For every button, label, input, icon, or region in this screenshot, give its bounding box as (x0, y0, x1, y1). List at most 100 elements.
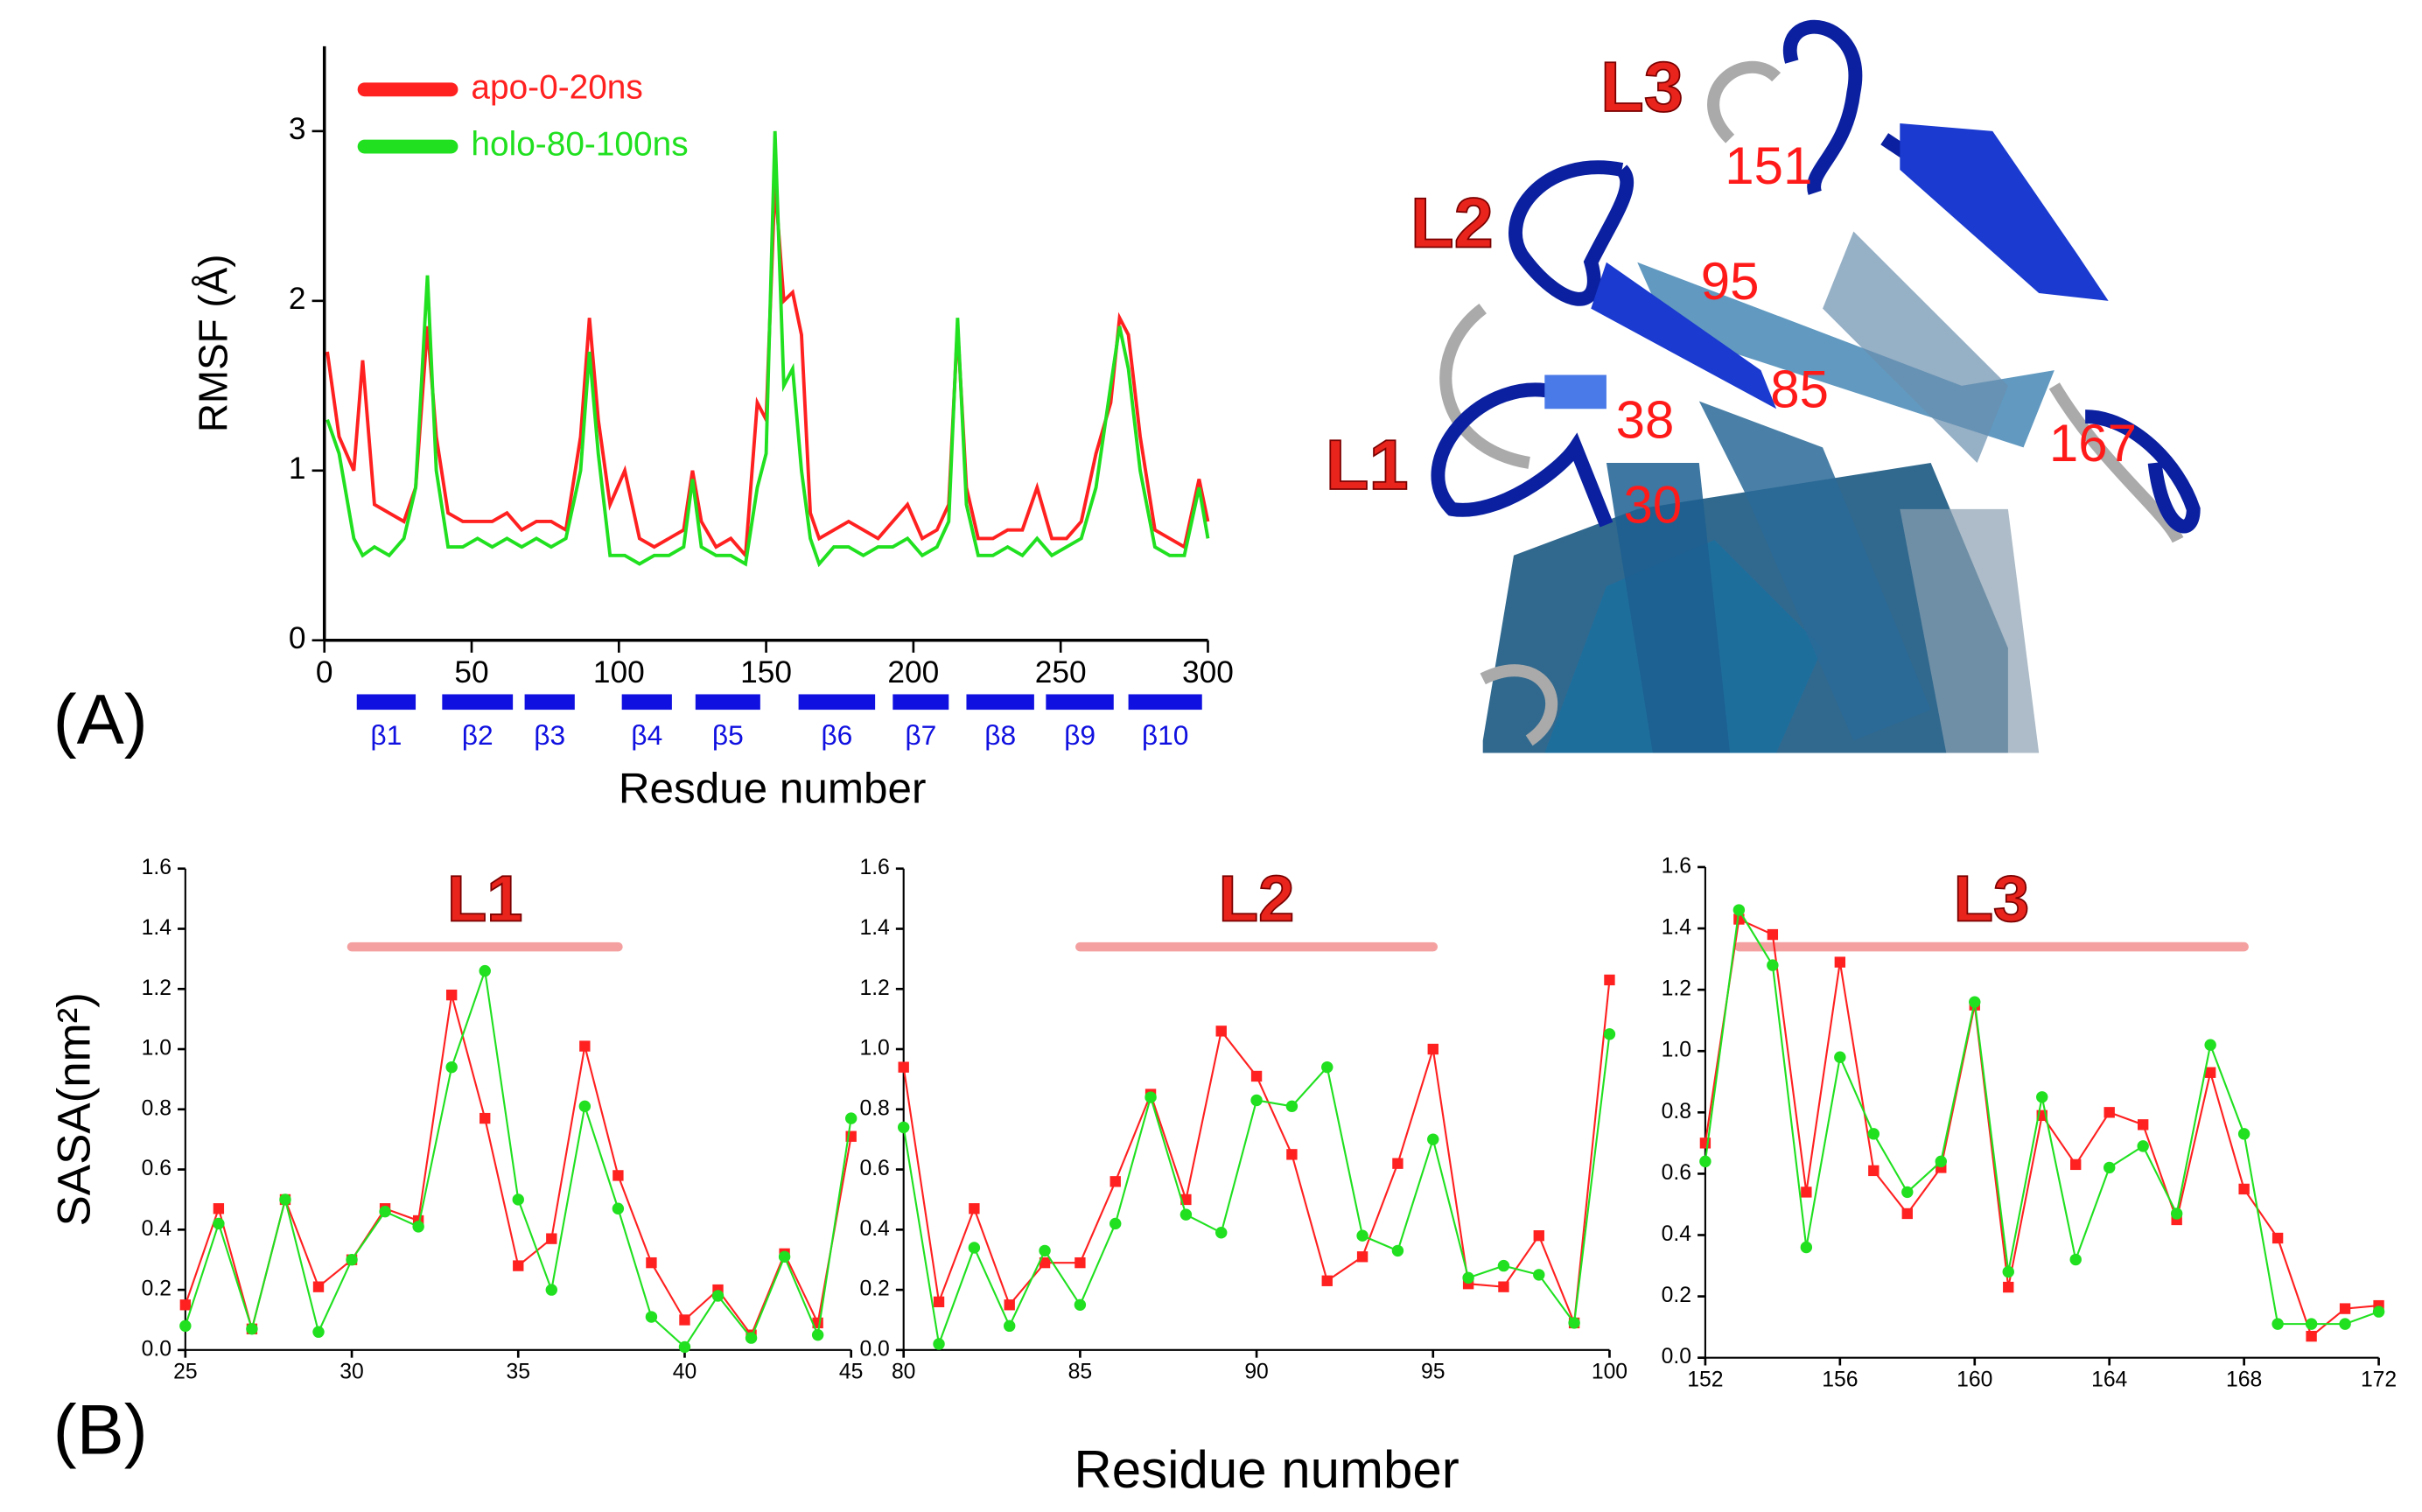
marker (1604, 974, 1615, 986)
x-tick-label: 152 (1687, 1368, 1723, 1391)
marker (2002, 1265, 2014, 1278)
y-tick-label: 1 (289, 452, 306, 486)
series-line (326, 130, 1210, 568)
marker (811, 1328, 824, 1341)
x-tick-label: 80 (892, 1360, 915, 1383)
strand-label: β3 (534, 719, 565, 751)
marker (645, 1311, 658, 1323)
y-tick-label: 1.6 (859, 856, 889, 879)
marker (2003, 1281, 2014, 1293)
strand-bar (442, 694, 514, 710)
y-tick-label: 0.0 (1662, 1345, 1691, 1368)
strand-bar (1046, 694, 1114, 710)
marker (1110, 1176, 1121, 1187)
marker (2204, 1067, 2216, 1078)
x-tick-label: 95 (1421, 1360, 1445, 1383)
panel-label: (A) (53, 681, 148, 760)
marker (213, 1217, 225, 1230)
strand-label: β6 (821, 719, 852, 751)
series-line (1704, 917, 2379, 1338)
series-line (184, 970, 852, 1349)
x-tick-label: 40 (673, 1360, 696, 1383)
marker (1074, 1256, 1086, 1269)
marker (1285, 1100, 1298, 1113)
marker (1733, 914, 1745, 925)
strand-label: β5 (712, 719, 744, 751)
marker (1834, 1051, 1846, 1063)
residue-label: 167 (2049, 414, 2137, 472)
x-axis-label: Residue number (1074, 1440, 1459, 1499)
strand-bar (524, 694, 575, 710)
marker (2305, 1318, 2318, 1330)
x-tick-label: 168 (2226, 1368, 2262, 1391)
y-tick-label: 0.2 (142, 1278, 172, 1301)
x-tick-label: 50 (454, 655, 488, 690)
marker (545, 1284, 558, 1296)
y-tick-label: 0.0 (142, 1337, 172, 1361)
marker (512, 1194, 524, 1206)
strand-bar (892, 694, 949, 710)
y-tick-label: 0.2 (1662, 1284, 1691, 1307)
marker (2069, 1253, 2082, 1266)
marker (1462, 1271, 1474, 1284)
marker (2204, 1039, 2216, 1051)
marker (1356, 1251, 1368, 1263)
y-tick-label: 0.4 (1662, 1222, 1691, 1246)
marker (1180, 1208, 1193, 1221)
marker (745, 1332, 758, 1344)
marker (1868, 1165, 1880, 1177)
strand-label: β9 (1064, 719, 1096, 751)
x-tick-label: 90 (1244, 1360, 1268, 1383)
marker (445, 1060, 458, 1074)
y-axis-label: SASA(nm²) (48, 992, 100, 1226)
marker (213, 1203, 225, 1214)
marker (1497, 1259, 1510, 1272)
marker (2272, 1232, 2284, 1244)
series-line (184, 994, 852, 1337)
strand-bar (798, 694, 876, 710)
y-tick-label: 1.0 (142, 1037, 172, 1060)
marker (2103, 1161, 2116, 1174)
y-tick-label: 3 (289, 112, 306, 146)
strand-label: β8 (984, 719, 1016, 751)
marker (968, 1242, 981, 1254)
y-tick-label: 0.6 (1662, 1161, 1691, 1185)
strand-label: β2 (462, 719, 494, 751)
marker (898, 1061, 909, 1073)
marker (2339, 1318, 2351, 1330)
marker (678, 1340, 691, 1354)
y-tick-label: 0.0 (859, 1337, 889, 1361)
marker (513, 1260, 524, 1271)
marker (1699, 1155, 1712, 1168)
marker (1427, 1133, 1439, 1145)
x-tick-label: 156 (1822, 1368, 1858, 1391)
y-tick-label: 1.2 (859, 976, 889, 1000)
y-tick-label: 1.2 (1662, 977, 1691, 1001)
marker (2272, 1318, 2284, 1330)
marker (778, 1250, 791, 1263)
strand-bar (621, 694, 672, 710)
marker (579, 1040, 591, 1052)
loop-label: L3 (1600, 48, 1684, 127)
marker (1250, 1070, 1263, 1082)
marker (1004, 1320, 1016, 1333)
y-tick-label: 1.2 (142, 976, 172, 1000)
x-tick-label: 100 (1592, 1360, 1628, 1383)
loop-label: L2 (1410, 184, 1494, 262)
y-tick-label: 1.0 (1662, 1039, 1691, 1062)
marker (1144, 1091, 1157, 1103)
x-tick-label: 160 (1956, 1368, 1992, 1391)
y-tick-label: 1.0 (859, 1037, 889, 1060)
marker (246, 1323, 258, 1335)
x-tick-label: 172 (2361, 1368, 2397, 1391)
marker (179, 1320, 192, 1333)
marker (844, 1112, 858, 1124)
loop-label: L3 (1954, 862, 2030, 934)
strand-bar (1128, 694, 1202, 710)
panel-label: (B) (53, 1390, 148, 1469)
x-tick-label: 150 (740, 655, 792, 690)
marker (1250, 1094, 1263, 1107)
marker (1074, 1298, 1087, 1311)
marker (479, 964, 491, 977)
